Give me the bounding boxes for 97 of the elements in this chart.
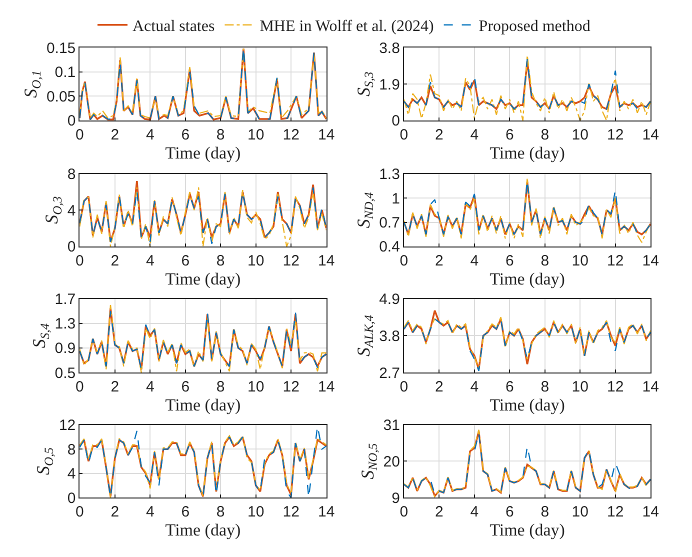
x-tick-label: 2 — [435, 126, 444, 144]
x-axis-title: Time (day) — [165, 396, 241, 415]
x-tick-label: 14 — [318, 252, 335, 270]
y-tick-label: 0 — [67, 112, 76, 130]
x-tick-label: 10 — [572, 378, 588, 396]
x-tick-label: 10 — [572, 126, 588, 144]
y-tick-label: 0.05 — [46, 88, 76, 106]
y-tick-label: 0 — [392, 112, 400, 130]
y-tick-label: 4 — [67, 202, 76, 220]
line-series — [404, 54, 651, 120]
y-tick-label: 3.8 — [379, 328, 400, 345]
x-tick-label: 6 — [505, 126, 514, 144]
y-tick-label: 0 — [67, 238, 76, 256]
x-tick-label: 14 — [642, 126, 659, 144]
legend-label: Actual states — [132, 18, 215, 36]
x-tick-label: 10 — [248, 504, 264, 521]
y-tick-label: 0.7 — [379, 214, 400, 232]
x-tick-label: 14 — [318, 378, 335, 396]
y-tick-label: 8 — [67, 441, 76, 458]
y-tick-label: 20 — [383, 453, 400, 470]
x-tick-label: 6 — [505, 504, 514, 521]
legend-label: MHE in Wolff et al. (2024) — [260, 18, 434, 36]
y-tick-label: 1.3 — [54, 316, 76, 333]
x-tick-label: 4 — [470, 252, 479, 270]
x-axis-title: Time (day) — [165, 520, 241, 540]
x-tick-label: 8 — [216, 126, 225, 144]
y-tick-label: 1.3 — [379, 166, 400, 184]
x-tick-label: 8 — [540, 126, 550, 144]
x-tick-label: 2 — [110, 378, 120, 396]
x-tick-label: 8 — [540, 252, 550, 270]
x-tick-label: 12 — [282, 252, 300, 270]
y-tick-label: 0.15 — [46, 40, 76, 57]
x-tick-label: 4 — [146, 126, 154, 144]
x-tick-label: 12 — [607, 252, 624, 270]
x-tick-label: 4 — [470, 504, 479, 521]
x-tick-label: 2 — [110, 126, 120, 144]
x-tick-label: 8 — [216, 252, 225, 270]
x-tick-label: 2 — [110, 504, 120, 521]
x-tick-label: 14 — [318, 126, 335, 144]
y-tick-label: 4.9 — [379, 291, 400, 308]
y-tick-label: 0 — [67, 490, 76, 507]
x-tick-label: 12 — [282, 126, 300, 144]
x-tick-label: 2 — [435, 504, 444, 521]
line-series — [404, 177, 651, 244]
y-tick-label: 0.5 — [54, 364, 76, 382]
y-tick-label: 1 — [392, 190, 400, 208]
y-tick-label: 9 — [392, 490, 400, 507]
x-tick-label: 6 — [181, 504, 190, 521]
y-tick-label: 3.8 — [379, 40, 400, 57]
x-axis-title: Time (day) — [490, 396, 565, 415]
x-tick-label: 8 — [540, 378, 550, 396]
y-tick-label: 2.7 — [379, 364, 400, 382]
x-tick-label: 2 — [435, 378, 444, 396]
x-tick-label: 12 — [607, 504, 624, 521]
x-axis-title: Time (day) — [490, 143, 565, 162]
x-tick-label: 10 — [248, 126, 264, 144]
x-tick-label: 10 — [572, 252, 588, 270]
legend-label: Proposed method — [478, 18, 590, 36]
x-tick-label: 8 — [216, 378, 225, 396]
x-tick-label: 4 — [146, 504, 154, 521]
x-tick-label: 4 — [470, 378, 479, 396]
x-tick-label: 2 — [435, 252, 444, 270]
x-tick-label: 6 — [181, 126, 190, 144]
y-tick-label: 8 — [67, 166, 76, 184]
x-tick-label: 14 — [642, 504, 659, 521]
y-tick-label: 31 — [383, 417, 400, 434]
x-tick-label: 10 — [248, 252, 264, 270]
y-tick-label: 1.7 — [54, 291, 76, 308]
x-tick-label: 4 — [470, 126, 479, 144]
y-tick-label: 12 — [58, 417, 76, 434]
x-tick-label: 6 — [181, 252, 190, 270]
x-tick-label: 14 — [318, 504, 335, 521]
x-tick-label: 4 — [146, 252, 154, 270]
x-tick-label: 12 — [282, 378, 300, 396]
x-axis-title: Time (day) — [165, 269, 241, 288]
y-tick-label: 0.4 — [379, 238, 400, 256]
x-tick-label: 2 — [110, 252, 120, 270]
x-tick-label: 6 — [505, 252, 514, 270]
x-axis-title: Time (day) — [490, 269, 565, 288]
y-tick-label: 0.1 — [54, 64, 76, 82]
x-tick-label: 12 — [607, 126, 624, 144]
y-tick-label: 4 — [67, 466, 76, 483]
x-tick-label: 12 — [282, 504, 300, 521]
x-tick-label: 14 — [642, 252, 659, 270]
x-tick-label: 10 — [248, 378, 264, 396]
x-tick-label: 14 — [642, 378, 659, 396]
y-tick-label: 0.9 — [54, 340, 76, 358]
x-tick-label: 12 — [607, 378, 624, 396]
x-tick-label: 8 — [540, 504, 550, 521]
x-tick-label: 10 — [572, 504, 588, 521]
x-tick-label: 6 — [181, 378, 190, 396]
x-tick-label: 4 — [146, 378, 154, 396]
y-tick-label: 1.9 — [379, 76, 400, 94]
x-tick-label: 6 — [505, 378, 514, 396]
x-axis-title: Time (day) — [490, 520, 565, 540]
x-tick-label: 8 — [216, 504, 225, 521]
x-axis-title: Time (day) — [165, 143, 241, 162]
